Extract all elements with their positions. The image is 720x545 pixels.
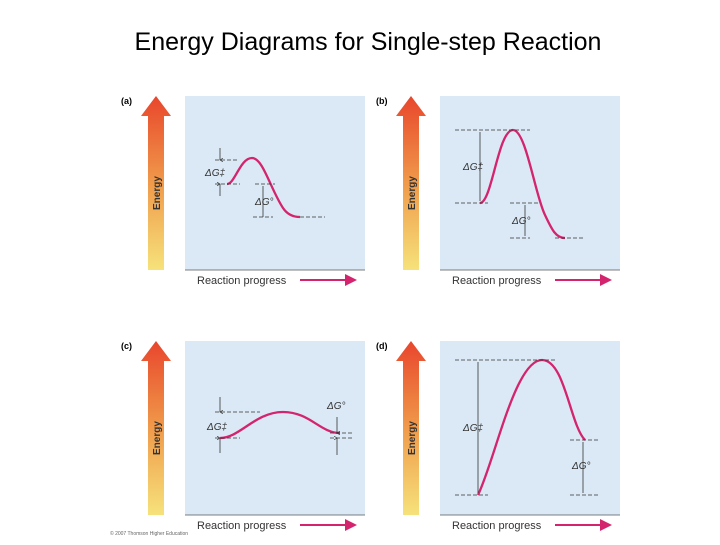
plot-area	[185, 341, 365, 515]
panel-c-graphic: (c) Energy Reaction progress ΔG‡ ΔG°	[121, 341, 365, 532]
panel-b: (b) Energy Reaction progress ΔG‡ ΔG°	[370, 90, 630, 300]
panel-c: (c) Energy Reaction progress ΔG‡ ΔG°	[115, 335, 375, 545]
reaction-energy-label: ΔG°	[254, 197, 274, 208]
energy-arrow	[141, 96, 171, 270]
copyright-text: © 2007 Thomson Higher Education	[110, 531, 189, 537]
reaction-progress-label: Reaction progress	[452, 520, 542, 532]
activation-energy-label: ΔG‡	[462, 162, 483, 173]
reaction-energy-label: ΔG°	[326, 401, 346, 412]
energy-curve	[219, 410, 341, 440]
plot-area	[440, 96, 620, 270]
activation-energy-label: ΔG‡	[462, 423, 483, 434]
reaction-progress-label: Reaction progress	[452, 275, 542, 287]
reaction-energy-label: ΔG°	[571, 461, 591, 472]
panel-b-graphic: (b) Energy Reaction progress ΔG‡ ΔG°	[376, 96, 620, 287]
activation-energy-label: ΔG‡	[206, 422, 227, 433]
energy-axis-label: Energy	[407, 176, 418, 210]
energy-arrow	[141, 341, 171, 515]
plot-area	[185, 96, 365, 270]
panel-c-letter: (c)	[121, 341, 132, 351]
reaction-progress-label: Reaction progress	[197, 275, 287, 287]
panel-d-graphic: (d) Energy Reaction progress ΔG‡ ΔG°	[376, 341, 620, 532]
energy-axis-label: Energy	[152, 421, 163, 455]
energy-axis-label: Energy	[407, 421, 418, 455]
energy-axis-label: Energy	[152, 176, 163, 210]
page-title: Energy Diagrams for Single-step Reaction	[134, 28, 602, 56]
activation-energy-label: ΔG‡	[204, 168, 225, 179]
panel-a-letter: (a)	[121, 96, 132, 106]
reaction-energy-label: ΔG°	[511, 216, 531, 227]
panel-b-letter: (b)	[376, 96, 388, 106]
energy-curve	[479, 128, 566, 240]
panel-a-graphic: (a) Energy Reaction progress ΔG‡ ΔG°	[121, 96, 365, 287]
panel-a: (a) Energy Reaction progress ΔG‡ ΔG°	[115, 90, 375, 300]
energy-arrow	[396, 96, 426, 270]
panel-d: (d) Energy Reaction progress ΔG‡ ΔG°	[370, 335, 630, 545]
panel-d-letter: (d)	[376, 341, 388, 351]
plot-area	[440, 341, 620, 515]
energy-arrow	[396, 341, 426, 515]
reaction-progress-label: Reaction progress	[197, 520, 287, 532]
energy-curve	[226, 156, 301, 219]
